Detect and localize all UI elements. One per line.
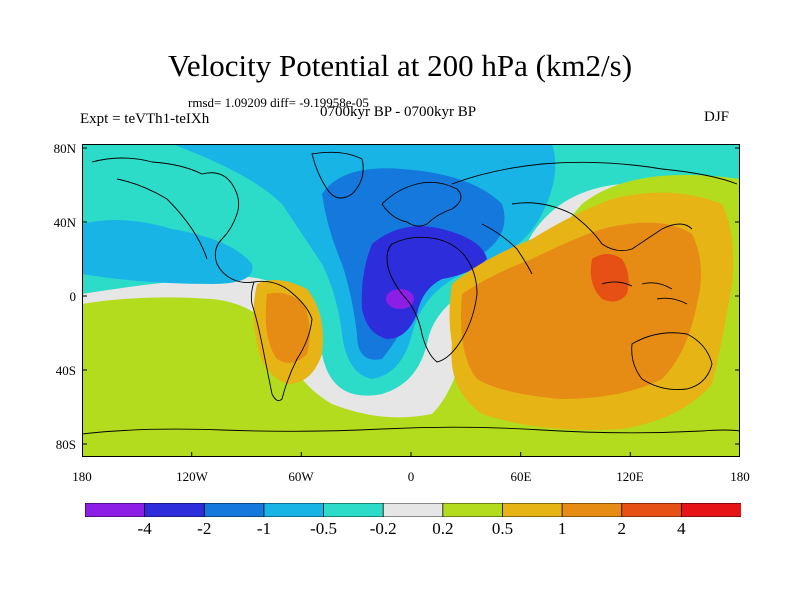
colorbar-swatch (442, 503, 504, 517)
colorbar-tick-label: 4 (677, 519, 686, 538)
map-title: Velocity Potential at 200 hPa (km2/s) (167, 48, 633, 83)
coast-greenland (311, 151, 364, 199)
colorbar-tick-label: -2 (197, 519, 212, 538)
experiment-label: Expt = teVTh1-teIXh (80, 111, 210, 127)
colorbar-tick-label: 2 (617, 519, 626, 538)
colorbar-swatch (561, 503, 623, 517)
lon-label-120e: 120E (616, 469, 644, 484)
coast-africa (386, 236, 478, 363)
lon-label-180e: 180 (730, 469, 750, 484)
colorbar-tick-label: 1 (557, 519, 567, 538)
colorbar-swatch (621, 503, 683, 517)
lon-label-0: 0 (407, 469, 415, 484)
coast-asia (451, 161, 738, 275)
field-very-strong-negative (361, 226, 487, 339)
lat-label-40s: 40S (55, 363, 76, 378)
colorbar-swatch (203, 503, 265, 517)
lat-label-40n: 40N (53, 215, 76, 230)
colorbar-tick-label: -0.2 (369, 519, 397, 538)
colorbar-swatch (263, 503, 325, 517)
stats-line: rmsd= 1.09209 diff= -9.19958e-05 (188, 95, 369, 110)
colorbar-swatch (502, 503, 563, 517)
velocity-potential-field (82, 144, 740, 457)
colorbar-tick-label: 0.5 (491, 519, 514, 538)
colorbar-tick-label: -0.5 (310, 519, 337, 538)
lon-label-60e: 60E (510, 469, 532, 484)
map-frame (82, 144, 740, 457)
colorbar-swatch (382, 503, 444, 517)
colorbar-swatch (144, 503, 206, 517)
colorbar-tick-label: 0.2 (432, 519, 454, 538)
period-label: 0700kyr BP - 0700kyr BP (320, 104, 477, 120)
field-weak-positive-central-america (132, 310, 186, 355)
colorbar (85, 503, 741, 517)
lat-label-equator: 0 (69, 289, 77, 304)
field-extreme-negative (386, 289, 414, 309)
coast-australia (631, 332, 713, 390)
colorbar-tick-label: -4 (137, 519, 152, 538)
lon-label-120w: 120W (176, 469, 208, 484)
coastlines (82, 151, 740, 435)
colorbar-swatch (323, 503, 385, 517)
lat-label-80s: 80S (55, 437, 76, 452)
lon-label-60w: 60W (288, 469, 314, 484)
map-panel (82, 144, 740, 457)
lon-label-180w: 180 (72, 469, 92, 484)
colorbar-tick-label: -1 (256, 519, 271, 538)
coast-antarctica (82, 426, 740, 435)
field-very-strong-positive (590, 254, 629, 302)
coast-north-america (91, 157, 255, 284)
coast-europe (381, 181, 462, 227)
season-label: DJF (704, 109, 730, 125)
coast-south-america (250, 280, 313, 402)
colorbar-swatch (85, 503, 146, 517)
coast-indonesia (601, 281, 688, 305)
lat-label-80n: 80N (53, 141, 76, 156)
colorbar-swatch (680, 503, 741, 517)
